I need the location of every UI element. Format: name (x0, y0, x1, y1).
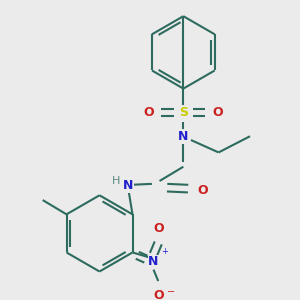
Text: O: O (197, 184, 208, 197)
Text: H: H (112, 176, 120, 186)
Text: N: N (178, 130, 188, 143)
Text: N: N (123, 179, 133, 192)
Text: S: S (179, 106, 188, 119)
Text: N: N (148, 256, 159, 268)
Text: O: O (153, 289, 164, 300)
Text: O: O (153, 222, 164, 235)
Text: +: + (161, 248, 168, 256)
Text: O: O (212, 106, 223, 119)
Text: O: O (144, 106, 154, 119)
Text: −: − (167, 287, 175, 297)
